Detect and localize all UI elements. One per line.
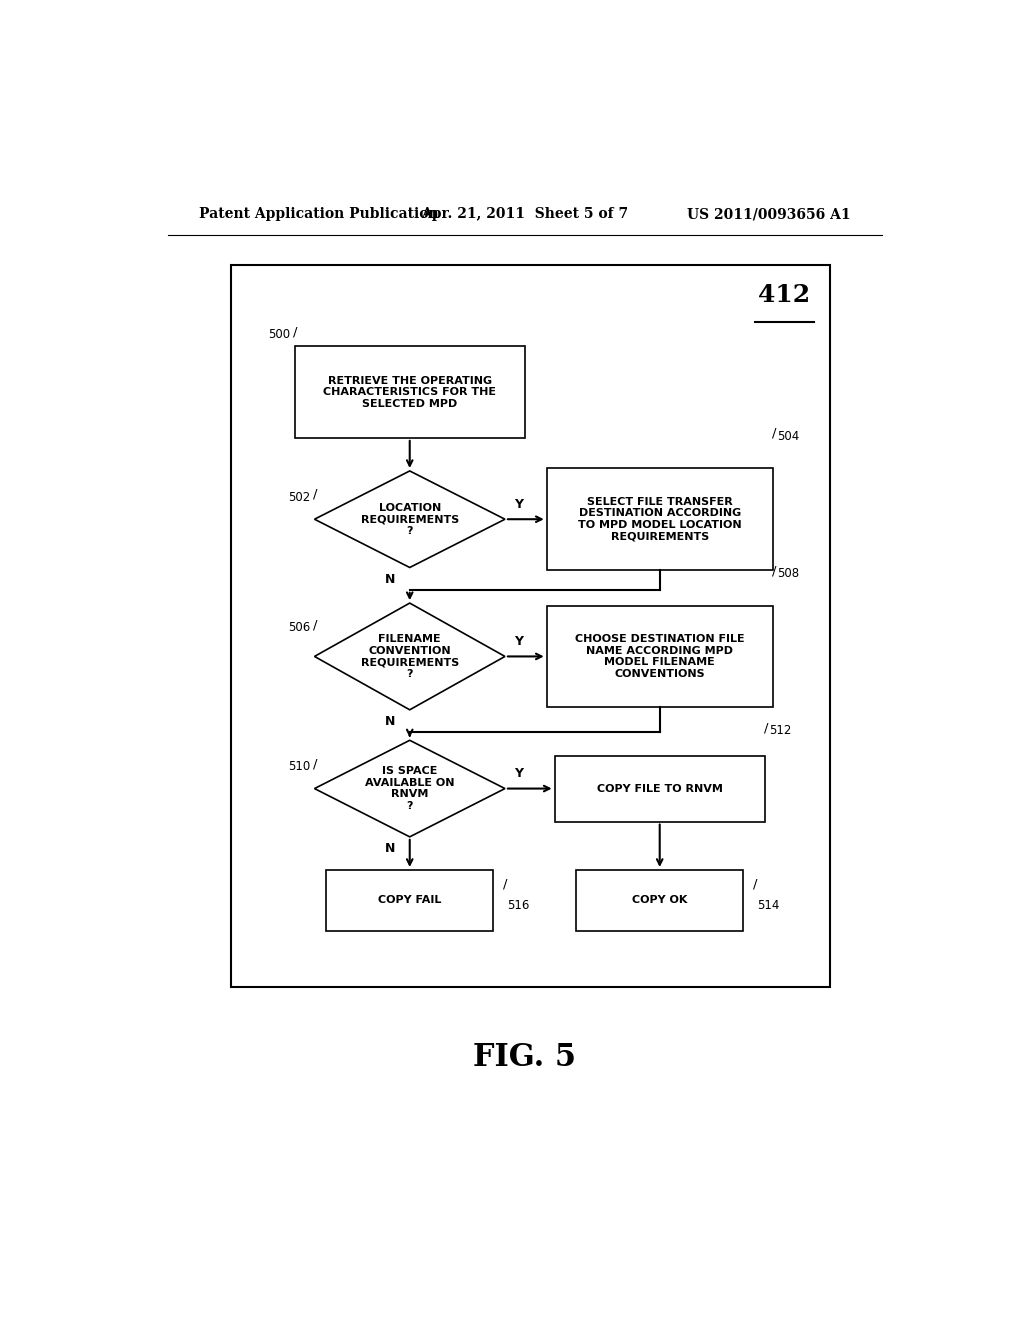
Text: /: / — [313, 618, 317, 631]
Bar — [577, 870, 743, 931]
Text: /: / — [313, 488, 317, 500]
Text: N: N — [385, 573, 395, 586]
Polygon shape — [314, 471, 505, 568]
Text: 506: 506 — [289, 622, 310, 634]
Text: 500: 500 — [268, 329, 291, 342]
Polygon shape — [314, 603, 505, 710]
Text: Y: Y — [514, 635, 523, 648]
Text: COPY OK: COPY OK — [632, 895, 687, 906]
Text: Patent Application Publication: Patent Application Publication — [200, 207, 439, 222]
Bar — [555, 755, 765, 821]
Text: 512: 512 — [769, 725, 792, 738]
Bar — [295, 346, 525, 438]
Text: N: N — [385, 842, 395, 855]
Text: Apr. 21, 2011  Sheet 5 of 7: Apr. 21, 2011 Sheet 5 of 7 — [421, 207, 629, 222]
Text: /: / — [772, 564, 776, 577]
Text: Y: Y — [514, 498, 523, 511]
Text: 504: 504 — [777, 430, 799, 444]
Text: US 2011/0093656 A1: US 2011/0093656 A1 — [686, 207, 850, 222]
Text: /: / — [313, 758, 317, 771]
Bar — [547, 606, 773, 708]
Text: /: / — [772, 426, 776, 440]
Bar — [231, 265, 830, 987]
Text: FIG. 5: FIG. 5 — [473, 1043, 577, 1073]
Text: /: / — [754, 878, 758, 890]
Text: SELECT FILE TRANSFER
DESTINATION ACCORDING
TO MPD MODEL LOCATION
REQUIREMENTS: SELECT FILE TRANSFER DESTINATION ACCORDI… — [578, 496, 741, 541]
Text: 508: 508 — [777, 568, 799, 581]
Text: 510: 510 — [289, 760, 310, 774]
Text: FILENAME
CONVENTION
REQUIREMENTS
?: FILENAME CONVENTION REQUIREMENTS ? — [360, 634, 459, 678]
Text: LOCATION
REQUIREMENTS
?: LOCATION REQUIREMENTS ? — [360, 503, 459, 536]
Text: COPY FILE TO RNVM: COPY FILE TO RNVM — [597, 784, 723, 793]
Bar — [547, 469, 773, 570]
Text: CHOOSE DESTINATION FILE
NAME ACCORDING MPD
MODEL FILENAME
CONVENTIONS: CHOOSE DESTINATION FILE NAME ACCORDING M… — [574, 634, 744, 678]
Text: /: / — [293, 325, 298, 338]
Text: Y: Y — [514, 767, 523, 780]
Bar — [327, 870, 493, 931]
Text: 502: 502 — [289, 491, 310, 504]
Text: /: / — [504, 878, 508, 890]
Text: N: N — [385, 715, 395, 727]
Text: COPY FAIL: COPY FAIL — [378, 895, 441, 906]
Text: /: / — [764, 721, 769, 734]
Polygon shape — [314, 741, 505, 837]
Text: 514: 514 — [758, 899, 779, 912]
Text: RETRIEVE THE OPERATING
CHARACTERISTICS FOR THE
SELECTED MPD: RETRIEVE THE OPERATING CHARACTERISTICS F… — [324, 376, 497, 409]
Text: 412: 412 — [759, 284, 811, 308]
Text: IS SPACE
AVAILABLE ON
RNVM
?: IS SPACE AVAILABLE ON RNVM ? — [365, 766, 455, 810]
Text: 516: 516 — [507, 899, 529, 912]
